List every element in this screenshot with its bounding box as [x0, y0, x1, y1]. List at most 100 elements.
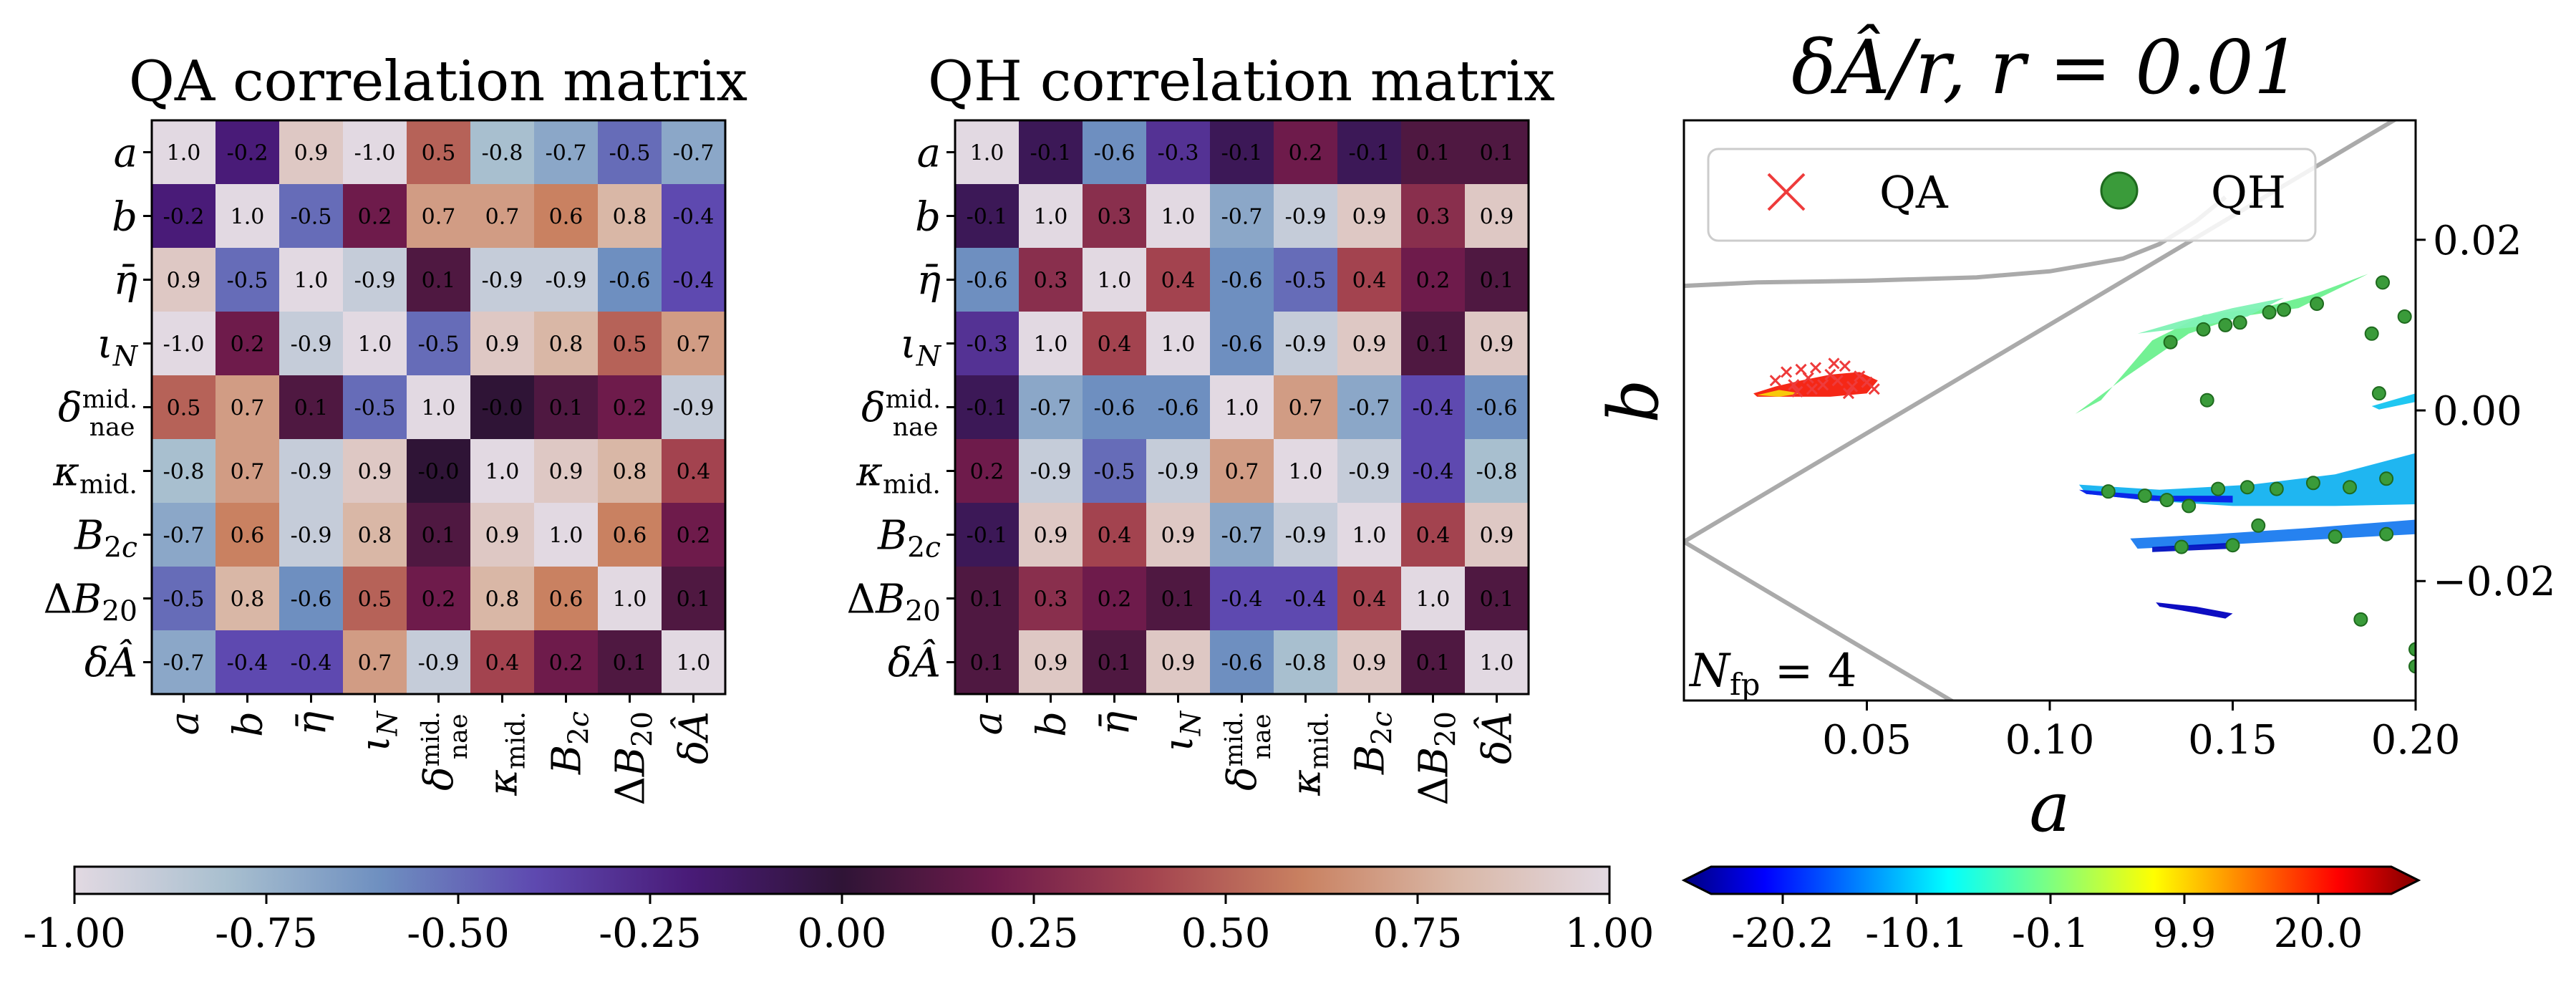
- heatmap-cell-value: 0.8: [613, 205, 647, 230]
- heatmap-cell: [152, 567, 216, 630]
- heatmap-cell: [534, 439, 598, 503]
- y-tick-label: δmid. nae: [861, 385, 941, 443]
- heatmap-cell: [1083, 567, 1146, 630]
- x-tick-label: ΔB20: [608, 711, 659, 805]
- heatmap-cell-value: -0.1: [967, 396, 1008, 421]
- heatmap-cell: [279, 503, 343, 567]
- heatmap-cell-value: -0.5: [354, 396, 396, 421]
- heatmap-cell-value: -0.7: [163, 524, 205, 549]
- heatmap-cell-value: -0.5: [1094, 460, 1136, 485]
- heatmap-cell: [1210, 312, 1274, 375]
- heatmap-cell-value: 0.9: [485, 524, 520, 549]
- heatmap-cell-value: 0.1: [677, 587, 711, 612]
- colorbar-tick-label: 1.00: [1565, 910, 1655, 957]
- heatmap-cell-value: -0.6: [1158, 396, 1199, 421]
- qa-point: [1791, 385, 1803, 398]
- heatmap-cell-value: 1.0: [549, 524, 584, 549]
- heatmap-cell-value: -0.9: [546, 269, 587, 294]
- heatmap-cell-value: 1.0: [1225, 396, 1259, 421]
- colorbar-tick-label: 0.00: [798, 910, 887, 957]
- x-tick-label: ΔB20: [1411, 711, 1463, 805]
- heatmap-cell-value: 0.5: [167, 396, 201, 421]
- heatmap-cell: [1401, 503, 1465, 567]
- heatmap-cell: [152, 184, 216, 248]
- heatmap-cell-value: 0.9: [1034, 524, 1068, 549]
- heatmap-cell: [1274, 503, 1337, 567]
- heatmap-cell: [955, 248, 1019, 312]
- qh-point: [2408, 659, 2416, 674]
- heatmap-cell-value: 0.1: [970, 587, 1004, 612]
- heatmap-cell: [1465, 503, 1529, 567]
- heatmap-cell-value: 0.3: [1416, 205, 1451, 230]
- y-tick-label: 0.02: [2433, 218, 2522, 264]
- heatmap-cell-value: 1.0: [1034, 205, 1068, 230]
- heatmap-cell: [216, 630, 279, 694]
- heatmap-cell: [598, 120, 662, 184]
- heatmap-cell-value: 0.7: [422, 205, 456, 230]
- qh-point: [2328, 529, 2343, 544]
- y-tick-label: 0.00: [2433, 388, 2522, 435]
- heatmap-cell-value: -0.7: [163, 651, 205, 676]
- heatmap-cell-value: -0.7: [1349, 396, 1390, 421]
- heatmap-cell-value: 0.9: [1352, 332, 1387, 357]
- qa-heatmap-title: QA correlation matrix: [129, 49, 747, 114]
- qa-correlation-heatmap: 1.0 -0.2 0.9 -1.0 0.5 -0.8 -0.7 -0.5 -0.7 -0.2 1.0…: [44, 119, 727, 805]
- heatmap-cell: [407, 184, 470, 248]
- heatmap-cell: [662, 567, 725, 630]
- heatmap-cell: [343, 312, 407, 375]
- heatmap-cell-value: 0.1: [422, 524, 456, 549]
- heatmap-cell-value: -0.1: [1221, 141, 1263, 166]
- heatmap-cell-value: 0.9: [549, 460, 584, 485]
- heatmap-cell-value: 1.0: [677, 651, 711, 676]
- heatmap-cell-value: 0.2: [231, 332, 265, 357]
- heatmap-cell: [470, 312, 534, 375]
- heatmap-cell-value: 0.4: [1352, 269, 1387, 294]
- heatmap-cell-value: -0.7: [1221, 524, 1263, 549]
- heatmap-cell-value: 0.4: [1161, 269, 1196, 294]
- heatmap-cell: [1210, 439, 1274, 503]
- qh-point: [2159, 493, 2174, 508]
- heatmap-cell: [598, 375, 662, 439]
- heatmap-cell: [407, 503, 470, 567]
- heatmap-cell-value: -0.1: [1349, 141, 1390, 166]
- x-tick-label: η̄: [1093, 711, 1139, 736]
- heatmap-cell-value: 0.1: [1480, 587, 1514, 612]
- y-tick-label: δmid. nae: [58, 385, 137, 443]
- qh-point: [2199, 393, 2214, 408]
- y-tick-label: B2c: [877, 513, 941, 564]
- colorbar-tick-label: 20.0: [2274, 910, 2363, 957]
- x-tick-label: 0.20: [2371, 717, 2461, 764]
- heatmap-cell-value: 0.4: [677, 460, 711, 485]
- heatmap-cell: [1337, 312, 1401, 375]
- heatmap-cell-value: -0.1: [967, 524, 1008, 549]
- heatmap-cell: [955, 439, 1019, 503]
- heatmap-cell: [152, 248, 216, 312]
- heatmap-cell-value: -0.9: [673, 396, 715, 421]
- heatmap-cell-value: 0.2: [1289, 141, 1323, 166]
- heatmap-cell-value: 0.8: [231, 587, 265, 612]
- heatmap-cell: [1210, 503, 1274, 567]
- value-region: [2152, 542, 2233, 552]
- colorbar-tick-label: 0.25: [989, 910, 1079, 957]
- heatmap-cell: [279, 567, 343, 630]
- heatmap-cell-value: -0.0: [482, 396, 523, 421]
- heatmap-cell-value: 0.5: [358, 587, 392, 612]
- heatmap-cell: [1019, 503, 1083, 567]
- heatmap-cell-value: -0.8: [163, 460, 205, 485]
- x-tick-label: κmid.: [480, 711, 531, 796]
- heatmap-cell: [534, 120, 598, 184]
- heatmap-cell: [534, 567, 598, 630]
- heatmap-cell-value: -0.8: [1285, 651, 1327, 676]
- y-tick-label: κmid.: [52, 449, 137, 500]
- heatmap-cell-value: 1.0: [294, 269, 329, 294]
- y-tick-label: δÂ: [888, 640, 941, 687]
- heatmap-cell: [955, 375, 1019, 439]
- heatmap-cell: [598, 184, 662, 248]
- value-region: [2075, 274, 2368, 414]
- heatmap-cell: [1274, 439, 1337, 503]
- y-tick-label: a: [114, 130, 137, 177]
- heatmap-cell-value: -0.6: [1094, 396, 1136, 421]
- scatter-title: δÂ/r, r = 0.01: [1791, 23, 2301, 111]
- qh-point: [2343, 480, 2358, 495]
